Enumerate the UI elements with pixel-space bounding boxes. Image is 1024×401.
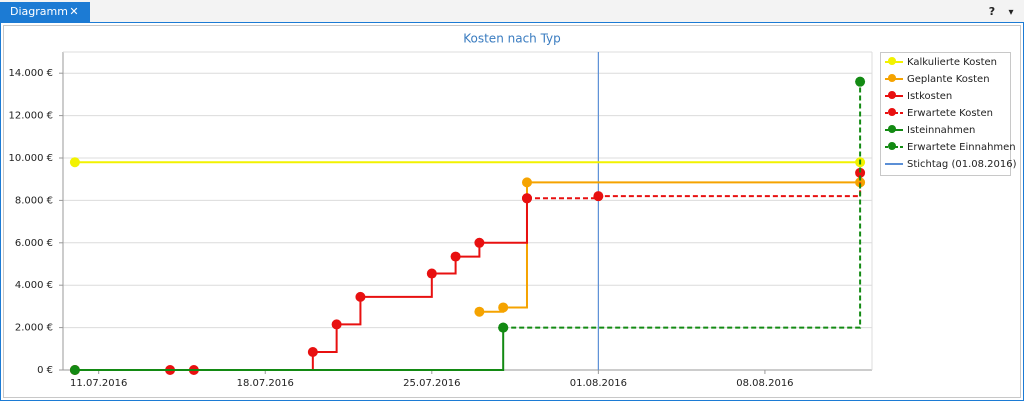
y-tick-label: 6.000 € xyxy=(15,238,53,249)
legend-marker xyxy=(888,108,896,116)
menu-button[interactable]: ▾ xyxy=(1008,7,1013,18)
legend-marker xyxy=(888,57,896,65)
help-button[interactable]: ? xyxy=(989,5,995,18)
x-tick-label: 11.07.2016 xyxy=(70,378,127,389)
data-point xyxy=(355,291,366,302)
data-point xyxy=(307,346,318,357)
data-point xyxy=(855,167,866,178)
y-tick-label: 0 € xyxy=(37,365,53,376)
x-tick-label: 01.08.2016 xyxy=(570,378,627,389)
series-line xyxy=(503,81,862,329)
data-point xyxy=(855,177,866,188)
data-point xyxy=(498,302,509,313)
data-point xyxy=(69,157,80,168)
legend-marker xyxy=(888,91,896,99)
series-line xyxy=(479,181,861,313)
y-tick-label: 10.000 € xyxy=(8,153,53,164)
legend-label: Kalkulierte Kosten xyxy=(907,57,997,68)
y-tick-label: 8.000 € xyxy=(15,195,53,206)
data-point xyxy=(474,237,485,248)
y-tick-label: 12.000 € xyxy=(8,111,53,122)
data-point xyxy=(498,322,509,333)
legend-label: Geplante Kosten xyxy=(907,74,990,85)
chart-title: Kosten nach Typ xyxy=(463,32,561,46)
data-point xyxy=(474,306,485,317)
y-tick-label: 14.000 € xyxy=(8,68,53,79)
data-point xyxy=(450,251,461,262)
tab-bar xyxy=(0,0,1024,22)
y-tick-label: 4.000 € xyxy=(15,280,53,291)
data-point xyxy=(331,319,342,330)
legend-label: Erwartete Einnahmen xyxy=(907,142,1016,153)
data-point xyxy=(426,268,437,279)
chart-border xyxy=(3,25,1021,398)
tab-title: Diagramm xyxy=(10,5,68,18)
data-point xyxy=(855,76,866,87)
series-line xyxy=(74,327,505,371)
legend-label: Istkosten xyxy=(907,91,952,102)
y-tick-label: 2.000 € xyxy=(15,323,53,334)
tab[interactable] xyxy=(0,2,90,22)
legend-label: Erwartete Kosten xyxy=(907,108,993,119)
x-tick-label: 08.08.2016 xyxy=(736,378,793,389)
tab-close[interactable]: ✕ xyxy=(69,5,78,18)
x-tick-label: 25.07.2016 xyxy=(403,378,460,389)
legend-marker xyxy=(888,142,896,150)
legend-marker xyxy=(888,125,896,133)
data-point xyxy=(69,365,80,375)
data-point xyxy=(521,177,532,188)
data-point xyxy=(521,193,532,204)
legend-label: Stichtag (01.08.2016) xyxy=(907,159,1017,170)
data-point xyxy=(593,191,604,202)
legend-label: Isteinnahmen xyxy=(907,125,975,136)
x-tick-label: 18.07.2016 xyxy=(237,378,294,389)
legend-marker xyxy=(888,74,896,82)
